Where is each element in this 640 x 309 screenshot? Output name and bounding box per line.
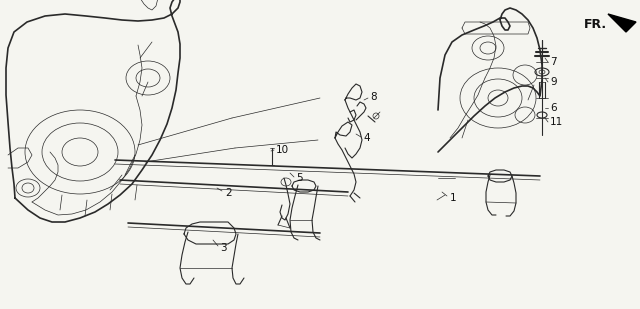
Text: FR.: FR.: [584, 18, 607, 31]
Text: 3: 3: [220, 243, 227, 253]
Text: 6: 6: [550, 103, 557, 113]
Text: 2: 2: [225, 188, 232, 198]
Text: 9: 9: [550, 77, 557, 87]
Text: 5: 5: [296, 173, 303, 183]
Text: 10: 10: [276, 145, 289, 155]
Text: 1: 1: [450, 193, 456, 203]
Text: 4: 4: [363, 133, 370, 143]
Text: 11: 11: [550, 117, 563, 127]
Text: 7: 7: [550, 57, 557, 67]
Text: 8: 8: [370, 92, 376, 102]
Polygon shape: [608, 14, 636, 32]
